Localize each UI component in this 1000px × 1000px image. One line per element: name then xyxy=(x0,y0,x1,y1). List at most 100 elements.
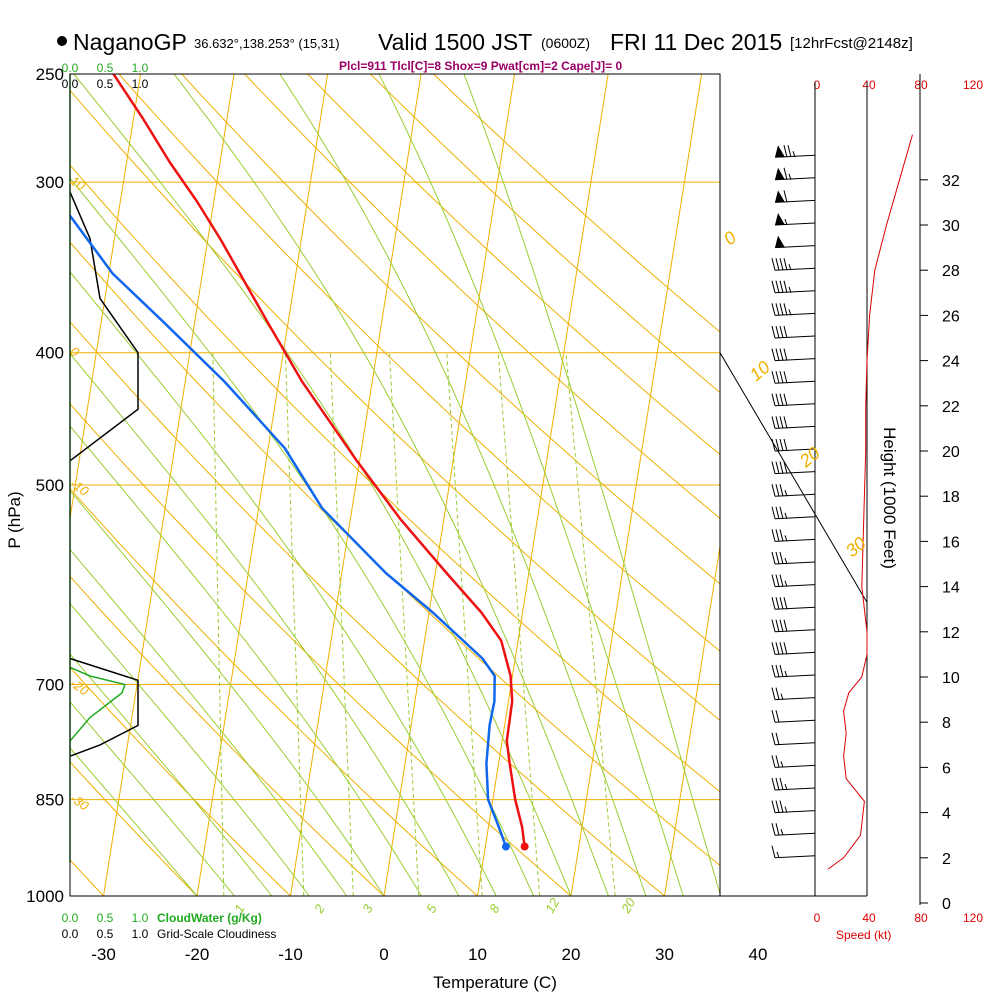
speed-bottom-tick: 120 xyxy=(963,911,983,925)
moist-adiabat-line xyxy=(378,74,684,896)
cloudiness-profile xyxy=(69,657,139,757)
wind-barb xyxy=(774,145,816,158)
pressure-tick-label: 400 xyxy=(36,344,64,363)
isotherm-line xyxy=(70,74,142,522)
sounding-lines xyxy=(70,74,529,851)
cloudiness-bottom-tick: 0.0 xyxy=(62,927,79,941)
height-tick-label: 12 xyxy=(942,625,960,642)
cloudiness-bottom-tick: 0.5 xyxy=(97,927,114,941)
isotherm-label: -30 xyxy=(68,790,93,814)
dry-adiabat-label: 10 xyxy=(746,357,774,385)
speed-top-tick: 0 xyxy=(814,78,821,92)
height-tick-label: 18 xyxy=(942,489,960,506)
wind-barb xyxy=(771,484,816,497)
temperature-tick-label: 30 xyxy=(655,945,674,964)
pressure-tick-label: 300 xyxy=(36,173,64,192)
wind-barb xyxy=(771,619,816,633)
dry-adiabat-line xyxy=(70,487,479,896)
mixing-ratio-line xyxy=(446,352,483,896)
height-tick-label: 14 xyxy=(942,580,960,597)
dry-adiabat-line xyxy=(70,89,720,722)
isotherm-line xyxy=(852,74,983,896)
wind-barb xyxy=(771,461,816,475)
dry-adiabat-label: 20 xyxy=(795,443,824,472)
forecast-label: [12hrFcst@2148z] xyxy=(790,35,913,52)
cloud-water-top-tick: 1.0 xyxy=(132,61,149,75)
pressure-tick-label: 700 xyxy=(36,676,64,695)
mixing-ratio-label: 5 xyxy=(423,901,440,915)
wind-barb xyxy=(771,574,816,588)
moist-adiabat-line xyxy=(73,74,572,896)
temperature-line-surface-point xyxy=(520,842,529,851)
mixing-ratio-label: 2 xyxy=(311,901,328,916)
speed-bottom-tick: 0 xyxy=(814,911,821,925)
isotherm-line xyxy=(196,74,329,896)
height-tick-label: 10 xyxy=(942,670,960,687)
station-coords: 36.632°,138.253° (15,31) xyxy=(194,36,340,51)
height-tick-label: 0 xyxy=(942,896,951,913)
height-tick-label: 32 xyxy=(942,173,960,190)
valid-time: Valid 1500 JST xyxy=(378,29,532,55)
pressure-tick-label: 250 xyxy=(36,65,64,84)
dry-adiabat-line xyxy=(70,321,666,896)
wind-barb xyxy=(774,167,816,181)
dry-adiabat-line xyxy=(70,761,198,896)
mixing-ratio-line xyxy=(212,352,225,896)
wind-barb xyxy=(771,664,816,678)
moist-adiabat-line xyxy=(279,74,647,896)
temperature-line xyxy=(112,74,526,847)
wind-barb xyxy=(771,258,816,271)
dry-adiabat-line xyxy=(0,50,36,925)
isotherm-line xyxy=(290,74,422,896)
cloudiness-profile xyxy=(69,191,139,462)
mixing-ratio-line xyxy=(565,352,616,896)
speed-top-tick: 80 xyxy=(914,78,928,92)
dry-adiabat-line xyxy=(70,575,385,896)
mixing-ratio-line xyxy=(284,352,305,896)
moist-adiabat-line xyxy=(70,353,460,896)
mixing-ratio-label: 8 xyxy=(486,901,503,915)
station-name: NaganoGP xyxy=(73,29,187,55)
wind-barb xyxy=(771,687,816,701)
y-axis-title: P (hPa) xyxy=(5,491,24,548)
temperature-tick-label: 10 xyxy=(468,945,487,964)
wind-barb xyxy=(771,280,816,294)
moist-adiabat-line xyxy=(70,653,273,896)
dewpoint-line-surface-point xyxy=(501,842,510,851)
utc-time: (0600Z) xyxy=(541,35,590,51)
height-tick-label: 6 xyxy=(942,760,951,777)
dry-adiabat-line xyxy=(432,74,720,333)
temperature-tick-label: -20 xyxy=(185,945,210,964)
moist-adiabat-line xyxy=(70,548,348,896)
panel-boundary-line xyxy=(719,352,868,603)
temperature-tick-label: -30 xyxy=(91,945,116,964)
height-tick-label: 16 xyxy=(942,534,960,551)
dry-adiabat-label: 30 xyxy=(842,533,870,561)
dry-adiabat-line xyxy=(70,666,292,896)
cloud-water-top-tick: 0.0 xyxy=(62,61,79,75)
wind-barb xyxy=(771,371,816,384)
stability-indices: Plcl=911 Tlcl[C]=8 Shox=9 Pwat[cm]=2 Cap… xyxy=(339,59,622,73)
wind-barb xyxy=(771,325,816,339)
isotherm-line xyxy=(103,74,235,896)
wind-barb xyxy=(774,213,816,226)
wind-barb xyxy=(774,190,816,203)
height-tick-label: 22 xyxy=(942,399,960,416)
dry-adiabat-line xyxy=(181,74,720,585)
dry-adiabat-line xyxy=(70,859,105,896)
wind-barb xyxy=(771,303,816,316)
wind-panel: 0246810121416182022242628303200404080801… xyxy=(719,78,983,925)
dry-adiabat-line xyxy=(369,74,720,394)
isotherm-line xyxy=(383,74,516,896)
height-tick-label: 24 xyxy=(942,354,960,371)
wind-barb xyxy=(774,235,816,249)
wind-barb xyxy=(771,755,816,768)
height-tick-label: 8 xyxy=(942,715,951,732)
cloud-water-bottom-tick: 0.5 xyxy=(97,911,114,925)
speed-profile xyxy=(827,134,913,870)
temperature-tick-label: 0 xyxy=(379,945,388,964)
height-tick-label: 20 xyxy=(942,444,960,461)
wind-barb xyxy=(771,416,816,429)
height-tick-label: 28 xyxy=(942,263,960,280)
dry-adiabat-line xyxy=(306,74,720,456)
